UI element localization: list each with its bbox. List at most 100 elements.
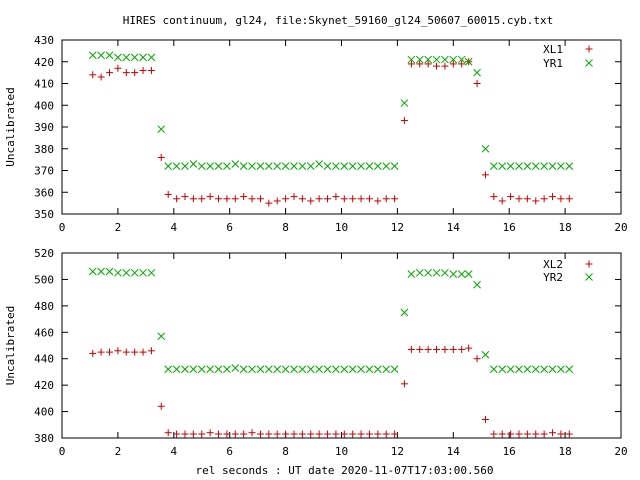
y-tick-label: 380 [34, 143, 54, 156]
series-yr2 [88, 267, 574, 374]
data-point-xl1 [189, 195, 197, 203]
x-tick-label: 18 [558, 445, 571, 458]
data-point-yr1-d2 [231, 160, 240, 168]
data-point-yr1 [540, 162, 548, 171]
data-point-yr2-d2 [557, 365, 565, 374]
data-point-yr2-d2 [281, 365, 290, 374]
data-point-yr1 [424, 55, 432, 64]
data-point-yr2-d2 [172, 365, 181, 374]
data-point-xl2 [273, 430, 281, 438]
data-point-yr1-d2 [489, 162, 498, 171]
data-point-yr2-d2 [164, 365, 173, 374]
data-point-xl1 [374, 197, 382, 205]
data-point-yr2-d2 [197, 365, 206, 374]
data-point-yr2-d2 [457, 270, 466, 278]
data-point-xl2 [441, 345, 449, 353]
data-point-xl1 [157, 153, 165, 161]
data-point-yr1-d2 [298, 162, 307, 171]
data-point-xl2 [515, 430, 523, 438]
data-point-xl1 [324, 195, 332, 203]
x-tick-label: 12 [391, 221, 404, 234]
series-xl2 [89, 344, 573, 438]
data-point-yr2-d2 [306, 365, 315, 374]
data-point-yr2 [139, 268, 147, 277]
data-point-yr2-d2 [357, 365, 365, 374]
data-point-xl2 [481, 416, 489, 423]
data-point-xl1 [173, 195, 181, 203]
data-point-xl1 [240, 193, 248, 201]
data-point-yr2 [88, 267, 97, 276]
data-point-yr1-d2 [548, 162, 557, 171]
data-point-yr1 [273, 162, 282, 171]
data-point-yr1 [373, 162, 382, 171]
data-point-yr2-d2 [231, 364, 240, 372]
data-point-yr1 [357, 162, 365, 171]
y-tick-label: 430 [34, 34, 54, 47]
data-point-yr1 [489, 162, 498, 171]
data-point-xl1 [248, 195, 256, 203]
data-point-yr2-d2 [105, 267, 114, 276]
data-point-xl2 [256, 430, 264, 438]
data-point-xl2 [374, 430, 382, 438]
data-point-yr2 [256, 365, 265, 374]
data-point-yr2 [281, 365, 290, 374]
data-point-xl1 [557, 195, 565, 203]
data-point-yr1 [264, 162, 273, 171]
data-point-yr2-d2 [473, 280, 481, 289]
data-point-yr1-d2 [390, 162, 399, 171]
y-tick-label: 410 [34, 78, 54, 91]
data-point-xl1 [458, 60, 466, 68]
data-point-yr2-d2 [407, 270, 416, 278]
data-point-xl2 [282, 430, 290, 438]
data-point-yr2 [197, 365, 206, 374]
data-point-yr2-d2 [139, 268, 147, 277]
data-point-xl1 [139, 66, 147, 74]
data-point-xl2 [173, 430, 181, 438]
data-point-xl2 [407, 345, 415, 353]
data-point-yr1 [139, 53, 147, 62]
data-point-xl2 [382, 430, 390, 438]
data-point-yr2-d2 [273, 365, 282, 374]
data-point-yr2 [323, 365, 332, 374]
data-point-yr1 [441, 55, 449, 64]
data-point-xl1 [382, 195, 390, 203]
data-point-yr1-d2 [281, 162, 290, 171]
data-point-xl2 [206, 429, 214, 437]
data-point-yr2 [424, 268, 432, 277]
data-point-xl1 [298, 195, 306, 203]
data-point-yr1-d2 [239, 162, 248, 171]
y-tick-label: 500 [34, 273, 54, 286]
data-point-yr2 [481, 350, 490, 359]
data-point-yr2-d2 [441, 268, 449, 277]
data-point-yr2-d2 [130, 268, 139, 277]
data-point-yr1 [197, 162, 206, 171]
y-tick-label: 460 [34, 326, 54, 339]
x-tick-label: 10 [335, 445, 348, 458]
data-point-yr2 [449, 270, 458, 278]
data-point-yr2 [340, 365, 349, 374]
data-point-yr2-d2 [239, 365, 248, 374]
data-point-yr2-d2 [248, 365, 256, 374]
data-point-yr1 [189, 160, 198, 168]
data-point-xl1 [290, 193, 298, 201]
data-point-yr2-d2 [540, 365, 548, 374]
data-point-xl2 [365, 430, 373, 438]
data-point-yr2 [473, 280, 481, 289]
data-point-yr2-d2 [256, 365, 265, 374]
data-point-yr2-d2 [531, 365, 540, 374]
data-point-xl2 [540, 430, 548, 438]
data-point-yr2 [206, 365, 214, 374]
data-point-yr2-d2 [489, 365, 498, 374]
data-point-yr2-d2 [223, 365, 231, 374]
data-point-yr2 [432, 268, 441, 277]
data-point-yr1 [407, 55, 416, 64]
data-point-yr2-d2 [365, 365, 374, 374]
data-point-xl1 [97, 73, 105, 81]
x-tick-label: 4 [170, 445, 177, 458]
data-point-yr1-d2 [290, 162, 298, 171]
data-point-yr1 [172, 162, 181, 171]
data-point-yr1-d2 [332, 162, 340, 171]
plot-frame [61, 252, 622, 439]
y-tick-label: 480 [34, 300, 54, 313]
bottom-plot: 0 2 4 6 8 10 12 14 16 18 20 380 400 420 440 460 480 500 52… [4, 247, 628, 477]
